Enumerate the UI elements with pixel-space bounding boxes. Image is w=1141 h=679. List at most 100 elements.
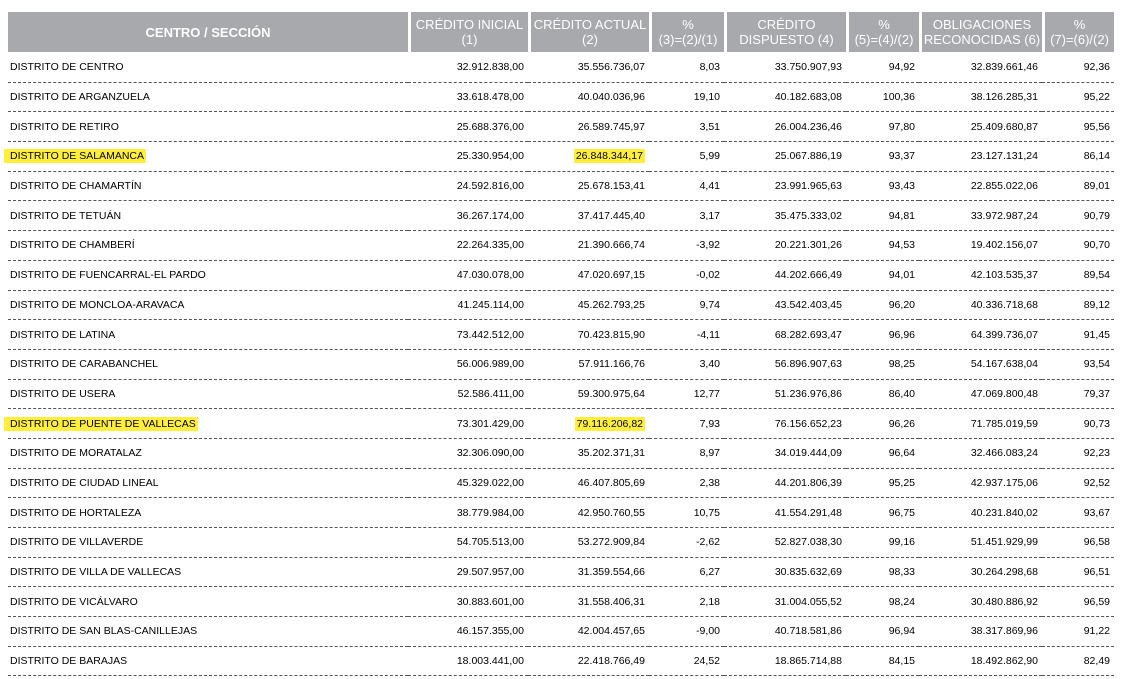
cell-value: 35.556.736,07 [577,61,645,74]
cell-value: 21.390.666,74 [577,239,645,252]
header-sublabel: (2) [582,32,598,47]
value-cell: 89,12 [1042,291,1114,321]
cell-value: 22.855.022,06 [970,180,1038,193]
table-row: DISTRITO DE SAN BLAS-CANILLEJAS 46.157.35… [8,617,1114,647]
cell-value: -3,92 [696,239,720,252]
value-cell: 3,51 [649,112,724,143]
district-name-cell: DISTRITO DE SAN BLAS-CANILLEJAS [8,617,408,647]
value-cell: 25.688.376,00 [408,112,528,143]
value-cell: 5,99 [649,142,724,172]
value-cell: 9,74 [649,291,724,321]
district-name-cell: DISTRITO DE MORATALAZ [8,439,408,469]
value-cell: 90,79 [1042,201,1114,232]
value-cell: 19,10 [649,83,724,113]
value-cell: 29.507.957,00 [408,558,528,588]
value-cell: 89,01 [1042,172,1114,202]
value-cell: 30.835.632,69 [724,558,846,588]
cell-value: 68.282.693,47 [774,328,842,341]
value-cell: 51.451.929,99 [919,528,1042,558]
cell-value: 8,03 [699,61,720,74]
cell-value: 42.004.457,65 [577,625,645,638]
district-name: DISTRITO DE MORATALAZ [10,447,142,460]
header-sublabel: (7)=(6)/(2) [1050,32,1109,47]
table-row: DISTRITO DE VILLAVERDE 54.705.513,00 53.27… [8,528,1114,558]
value-cell: 18.865.714,88 [724,647,846,677]
cell-value: 96,96 [888,328,915,341]
table-row: DISTRITO DE ARGANZUELA 33.618.478,00 40.04… [8,83,1114,113]
value-cell: 47.030.078,00 [408,261,528,291]
cell-value: 98,33 [888,566,915,579]
value-cell: 68.282.693,47 [724,320,846,350]
district-name-cell: DISTRITO DE VILLA DE VALLECAS [8,558,408,588]
cell-value: 25.330.954,00 [456,150,524,163]
value-cell: 56.006.989,00 [408,350,528,380]
header-centro-seccion: CENTRO / SECCIÓN [8,12,408,53]
cell-value: 43.542.403,45 [774,298,842,311]
value-cell: 10,75 [649,498,724,528]
cell-value: 90,79 [1083,209,1110,222]
cell-value: 44.202.666,49 [774,269,842,282]
district-name-cell: DISTRITO DE ARGANZUELA [8,83,408,113]
cell-value: 95,56 [1083,120,1110,133]
value-cell: 6,27 [649,558,724,588]
cell-value: 30.480.886,92 [970,595,1038,608]
header-label: OBLIGACIONES [932,17,1032,32]
value-cell: 96,96 [846,320,919,350]
district-name: DISTRITO DE LATINA [10,328,116,341]
value-cell: 91,22 [1042,617,1114,647]
value-cell: 25.067.886,19 [724,142,846,172]
value-cell: 96,75 [846,498,919,528]
value-cell: 95,25 [846,469,919,499]
value-cell: 26.589.745,97 [528,112,649,143]
value-cell: -2,62 [649,528,724,558]
value-cell: 20.221.301,26 [724,231,846,261]
cell-value: 46.157.355,00 [456,625,524,638]
header-label: % [1073,17,1086,32]
cell-value: 45.262.793,25 [577,298,645,311]
value-cell: 32.912.838,00 [408,53,528,83]
cell-value: 32.306.090,00 [456,447,524,460]
district-name: DISTRITO DE ARGANZUELA [10,91,150,104]
cell-value: 41.245.114,00 [457,298,524,311]
value-cell: 94,81 [846,201,919,232]
cell-value: 73.442.512,00 [456,328,524,341]
district-name: DISTRITO DE CIUDAD LINEAL [10,476,159,489]
district-name: DISTRITO DE FUENCARRAL-EL PARDO [10,269,206,282]
value-cell: 57.911.166,76 [528,350,649,380]
value-cell: 41.554.291,48 [724,498,846,528]
district-name-cell: DISTRITO DE SALAMANCA [4,142,408,172]
cell-value: 97,80 [888,120,915,133]
cell-value: 45.329.022,00 [456,476,524,489]
value-cell: 33.618.478,00 [408,83,528,113]
cell-value: 94,81 [888,209,915,222]
header-sublabel: RECONOCIDAS (6) [923,32,1041,47]
cell-value: 44.201.806,39 [774,476,842,489]
value-cell: 12,77 [649,380,724,410]
value-cell: 31.359.554,66 [528,558,649,588]
cell-value: 38.126.285,31 [970,91,1038,104]
cell-value: 64.399.736,07 [970,328,1038,341]
cell-value: 3,40 [699,358,720,371]
cell-value: 40.231.840,02 [970,506,1038,519]
value-cell: 32.306.090,00 [408,439,528,469]
value-cell: 100,36 [846,83,919,113]
table-row: DISTRITO DE USERA 52.586.411,00 59.300.975… [8,380,1114,410]
value-cell: 22.855.022,06 [919,172,1042,202]
cell-value: 33.750.907,93 [774,61,842,74]
value-cell: 79.116.206,82 [528,409,649,439]
header-column: OBLIGACIONES RECONOCIDAS (6) [919,12,1042,53]
value-cell: 96,59 [1042,587,1114,618]
cell-value: 94,53 [888,239,915,252]
cell-value: 59.300.975,64 [577,387,645,400]
cell-value: 91,45 [1083,328,1110,341]
value-cell: 24.592.816,00 [408,172,528,202]
cell-value: 31.004.055,52 [774,595,842,608]
value-cell: 95,22 [1042,83,1114,113]
cell-value: 76.156.652,23 [774,417,842,430]
header-label: CRÉDITO ACTUAL [533,17,647,32]
district-name-cell: DISTRITO DE PUENTE DE VALLECAS [4,409,408,439]
value-cell: 41.245.114,00 [408,291,528,321]
value-cell: 30.480.886,92 [919,587,1042,618]
table-row: DISTRITO DE CHAMARTÍN 24.592.816,00 25.678… [8,172,1114,202]
cell-value: 38.779.984,00 [456,506,524,519]
